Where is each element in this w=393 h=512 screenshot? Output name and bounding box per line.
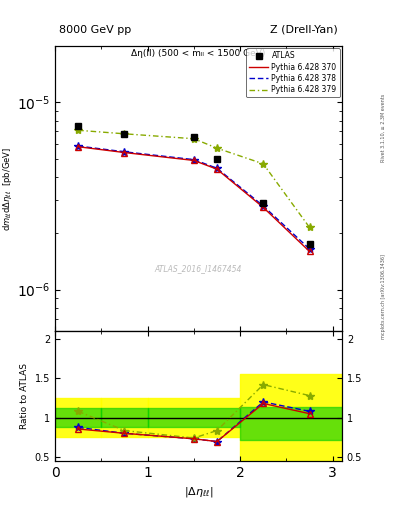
Line: Pythia 6.428 379: Pythia 6.428 379 xyxy=(78,130,310,227)
ATLAS xyxy=(122,131,127,137)
Pythia 6.428 379 xyxy=(191,136,196,142)
Pythia 6.428 378 xyxy=(261,203,266,209)
Pythia 6.428 378 xyxy=(122,148,127,155)
Line: ATLAS: ATLAS xyxy=(75,123,313,247)
Pythia 6.428 379 xyxy=(122,131,127,137)
Text: ATLAS_2016_I1467454: ATLAS_2016_I1467454 xyxy=(155,264,242,273)
Text: Δη(ll) (500 < mₗₗ < 1500 GeV): Δη(ll) (500 < mₗₗ < 1500 GeV) xyxy=(131,49,266,58)
Pythia 6.428 370 xyxy=(191,157,196,163)
Text: Z (Drell-Yan): Z (Drell-Yan) xyxy=(270,25,338,35)
Y-axis label: d$^2\sigma$
d$m_{\ell\ell}$d$\Delta\eta_{\ell\ell}$  [pb/GeV]: d$^2\sigma$ d$m_{\ell\ell}$d$\Delta\eta_… xyxy=(0,146,14,230)
Pythia 6.428 378 xyxy=(191,157,196,163)
Pythia 6.428 379 xyxy=(261,161,266,167)
Pythia 6.428 370 xyxy=(261,204,266,210)
Pythia 6.428 378 xyxy=(76,143,81,149)
Pythia 6.428 379 xyxy=(215,145,219,151)
Pythia 6.428 378 xyxy=(215,165,219,172)
Legend: ATLAS, Pythia 6.428 370, Pythia 6.428 378, Pythia 6.428 379: ATLAS, Pythia 6.428 370, Pythia 6.428 37… xyxy=(246,48,340,97)
ATLAS xyxy=(307,241,312,247)
Pythia 6.428 378 xyxy=(307,246,312,252)
Pythia 6.428 379 xyxy=(307,224,312,230)
Pythia 6.428 370 xyxy=(307,248,312,254)
ATLAS xyxy=(215,156,219,162)
Text: mcplots.cern.ch [arXiv:1306.3436]: mcplots.cern.ch [arXiv:1306.3436] xyxy=(381,254,386,339)
Text: Rivet 3.1.10, ≥ 2.3M events: Rivet 3.1.10, ≥ 2.3M events xyxy=(381,94,386,162)
Text: 8000 GeV pp: 8000 GeV pp xyxy=(59,25,131,35)
ATLAS xyxy=(191,134,196,140)
Pythia 6.428 370 xyxy=(215,166,219,172)
ATLAS xyxy=(261,200,266,206)
Pythia 6.428 370 xyxy=(76,144,81,150)
Pythia 6.428 370 xyxy=(122,150,127,156)
Y-axis label: Ratio to ATLAS: Ratio to ATLAS xyxy=(20,363,29,429)
Pythia 6.428 379 xyxy=(76,127,81,133)
Line: Pythia 6.428 378: Pythia 6.428 378 xyxy=(78,146,310,249)
Line: Pythia 6.428 370: Pythia 6.428 370 xyxy=(78,147,310,251)
ATLAS xyxy=(76,123,81,129)
X-axis label: $|\Delta\eta_{\ell\ell}|$: $|\Delta\eta_{\ell\ell}|$ xyxy=(184,485,213,499)
